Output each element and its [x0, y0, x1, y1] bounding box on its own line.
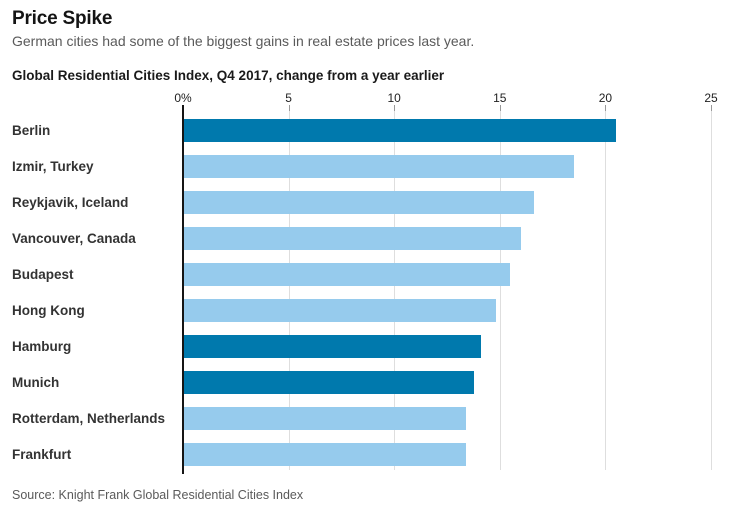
- category-label: Reykjavik, Iceland: [12, 195, 129, 210]
- x-tick-mark: [394, 105, 396, 111]
- bar-budapest: [183, 263, 511, 286]
- x-tick-mark: [499, 105, 501, 111]
- gridline: [394, 107, 396, 470]
- bar-hong-kong: [183, 299, 496, 322]
- x-tick-label: 0%: [174, 91, 192, 105]
- bar-frankfurt: [183, 443, 466, 466]
- x-tick-label: 15: [493, 91, 507, 105]
- chart-heading: Global Residential Cities Index, Q4 2017…: [12, 68, 445, 83]
- bar-munich: [183, 371, 475, 394]
- category-label: Hong Kong: [12, 303, 85, 318]
- bar-reykjavik-iceland: [183, 191, 534, 214]
- x-tick-label: 5: [285, 91, 292, 105]
- y-axis-line: [182, 105, 184, 474]
- category-label: Frankfurt: [12, 447, 72, 462]
- x-tick-mark: [288, 105, 290, 111]
- x-tick-label: 10: [387, 91, 401, 105]
- x-tick-label: 20: [598, 91, 613, 105]
- bar-vancouver-canada: [183, 227, 521, 250]
- category-label: Budapest: [12, 267, 74, 282]
- x-tick-mark: [711, 105, 712, 111]
- category-label: Hamburg: [12, 339, 72, 354]
- category-label: Rotterdam, Netherlands: [12, 411, 166, 426]
- bar-izmir-turkey: [183, 155, 574, 178]
- bar-hamburg: [183, 335, 481, 358]
- source-note: Source: Knight Frank Global Residential …: [12, 488, 304, 502]
- category-label: Izmir, Turkey: [12, 159, 94, 174]
- x-tick-label: 25: [704, 91, 718, 105]
- bar-rotterdam-netherlands: [183, 407, 466, 430]
- category-label: Berlin: [12, 123, 51, 138]
- bar-berlin: [183, 119, 616, 142]
- gridline: [499, 107, 501, 470]
- page-title: Price Spike: [12, 8, 113, 29]
- gridline: [605, 107, 607, 470]
- category-label: Munich: [12, 375, 60, 390]
- gridline: [711, 107, 712, 470]
- gridline: [288, 107, 290, 470]
- chart-subtitle: German cities had some of the biggest ga…: [12, 33, 475, 49]
- x-tick-mark: [605, 105, 607, 111]
- category-label: Vancouver, Canada: [12, 231, 136, 246]
